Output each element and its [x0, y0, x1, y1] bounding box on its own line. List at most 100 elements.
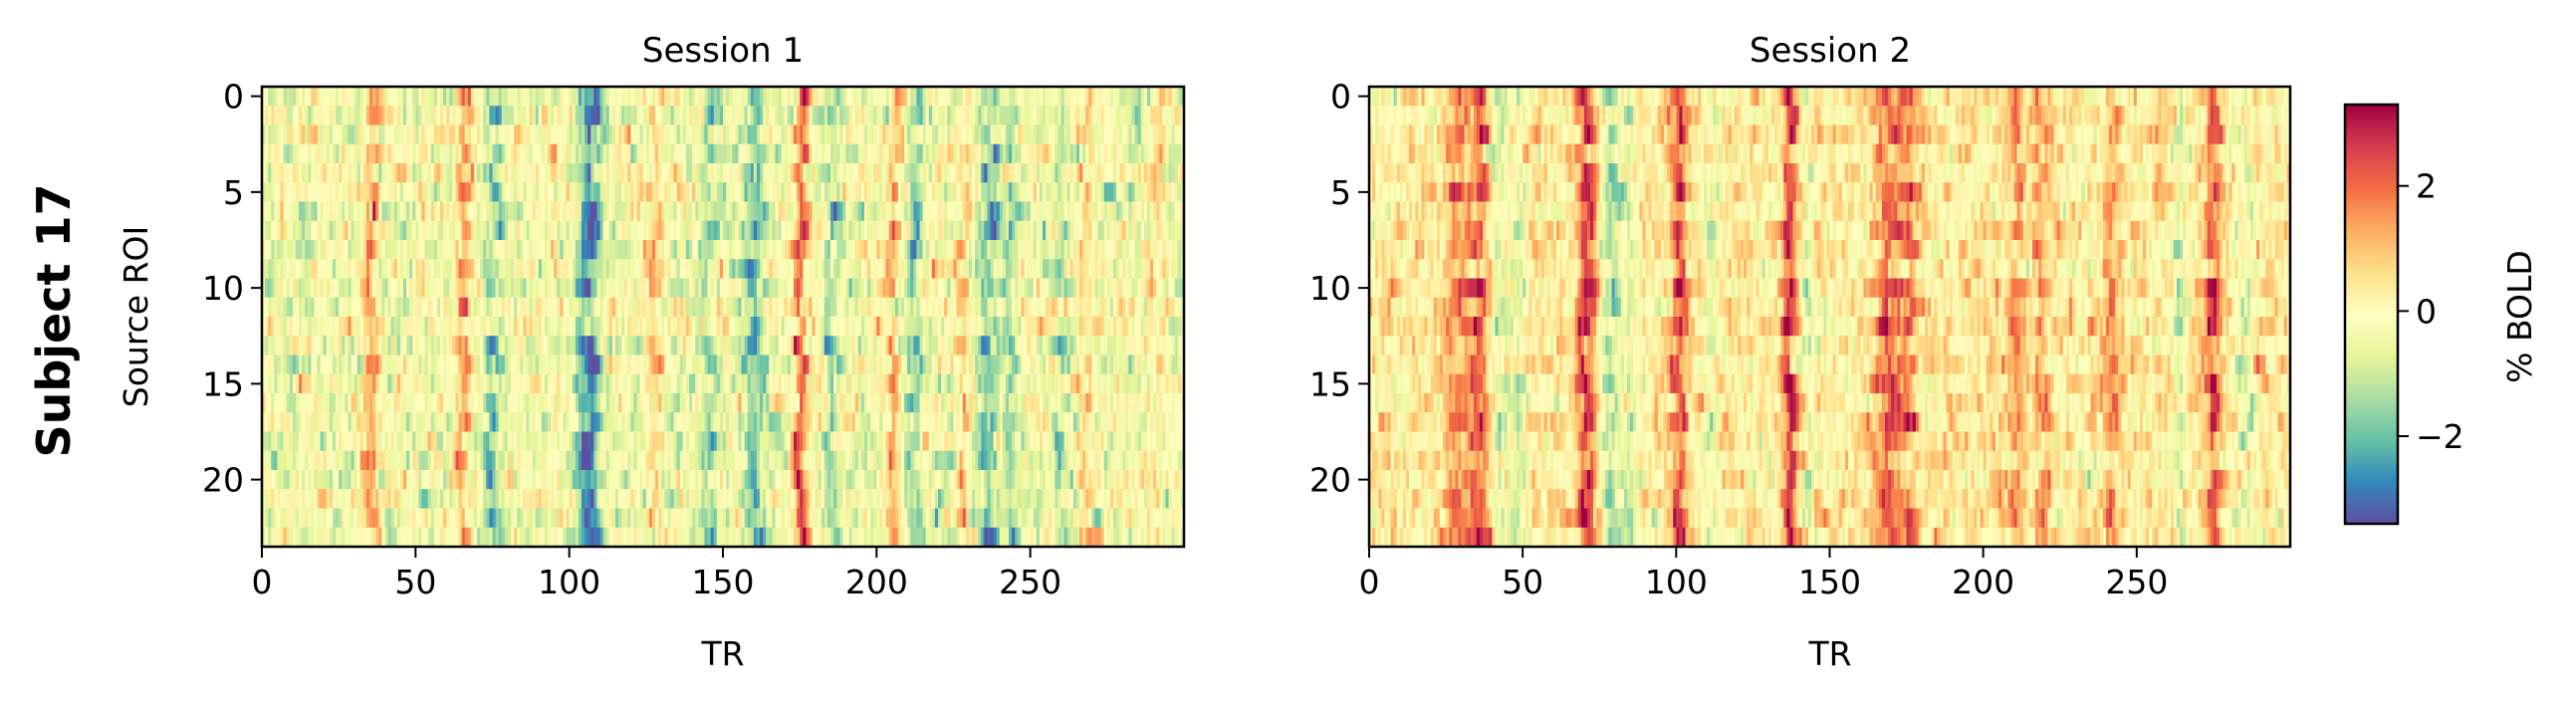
heatmap-cell — [682, 278, 687, 299]
heatmap-cell — [1082, 354, 1086, 375]
heatmap-cell — [1122, 163, 1126, 183]
heatmap-cell — [593, 354, 598, 375]
heatmap-cell — [753, 201, 758, 222]
heatmap-cell — [449, 336, 453, 355]
heatmap-cell — [1109, 143, 1114, 164]
heatmap-cell — [1049, 201, 1053, 222]
heatmap-cell — [455, 220, 460, 241]
heatmap-cell — [535, 163, 540, 183]
heatmap-cell — [593, 220, 598, 241]
heatmap-cell — [996, 259, 1001, 279]
heatmap-cell — [1094, 297, 1099, 318]
heatmap-cell — [548, 297, 552, 318]
heatmap-cell — [289, 373, 294, 394]
heatmap-cell — [578, 201, 583, 222]
heatmap-cell — [1012, 336, 1016, 355]
heatmap-cell — [848, 106, 853, 125]
heatmap-cell — [941, 143, 945, 164]
heatmap-cell — [557, 336, 562, 355]
heatmap-cell — [842, 87, 847, 107]
heatmap-cell — [879, 373, 884, 394]
heatmap-cell — [286, 373, 291, 394]
heatmap-cell — [1153, 373, 1157, 394]
heatmap-cell — [332, 278, 337, 299]
heatmap-cell — [624, 336, 628, 355]
heatmap-cell — [913, 336, 918, 355]
heatmap-cell — [938, 143, 942, 164]
heatmap-cell — [1030, 220, 1035, 241]
heatmap-cell — [532, 278, 537, 299]
heatmap-cell — [618, 317, 622, 337]
heatmap-cell — [1122, 259, 1126, 279]
heatmap-cell — [384, 124, 389, 145]
heatmap-cell — [735, 201, 740, 222]
heatmap-cell — [458, 373, 463, 394]
heatmap-cell — [882, 182, 887, 202]
heatmap-cell — [676, 201, 681, 222]
heatmap-cell — [648, 201, 653, 222]
heatmap-cell — [390, 201, 395, 222]
heatmap-cell — [356, 201, 361, 222]
heatmap-cell — [901, 143, 905, 164]
heatmap-cell — [277, 87, 282, 107]
heatmap-cell — [365, 373, 370, 394]
heatmap-cell — [729, 143, 733, 164]
heatmap-cell — [860, 201, 865, 222]
heatmap-cell — [430, 297, 435, 318]
heatmap-cell — [664, 182, 669, 202]
heatmap-cell — [713, 220, 718, 241]
heatmap-cell — [870, 182, 874, 202]
heatmap-cell — [925, 297, 930, 318]
heatmap-cell — [1143, 317, 1148, 337]
heatmap-cell — [569, 163, 574, 183]
heatmap-cell — [1063, 317, 1068, 337]
heatmap-cell — [867, 354, 871, 375]
heatmap-cell — [655, 124, 659, 145]
heatmap-cell — [851, 124, 856, 145]
heatmap-cell — [645, 393, 650, 413]
heatmap-cell — [271, 297, 275, 318]
heatmap-cell — [336, 297, 340, 318]
heatmap-cell — [1027, 259, 1032, 279]
heatmap-cell — [608, 297, 613, 318]
heatmap-cell — [302, 143, 306, 164]
heatmap-cell — [775, 124, 780, 145]
heatmap-cell — [1100, 106, 1105, 125]
heatmap-cell — [1165, 106, 1170, 125]
heatmap-cell — [1153, 182, 1157, 202]
heatmap-cell — [1091, 163, 1096, 183]
heatmap-cell — [882, 278, 887, 299]
heatmap-cell — [667, 259, 672, 279]
heatmap-cell — [314, 297, 319, 318]
heatmap-cell — [1113, 143, 1117, 164]
heatmap-cell — [372, 354, 376, 375]
heatmap-cell — [461, 393, 466, 413]
heatmap-cell — [941, 278, 945, 299]
heatmap-cell — [735, 87, 740, 107]
heatmap-cell — [1057, 163, 1062, 183]
heatmap-cell — [511, 143, 515, 164]
heatmap-cell — [560, 373, 565, 394]
heatmap-cell — [418, 87, 423, 107]
heatmap-cell — [599, 143, 604, 164]
heatmap-cell — [599, 297, 604, 318]
heatmap-cell — [689, 106, 693, 125]
heatmap-cell — [766, 336, 770, 355]
heatmap-cell — [747, 182, 752, 202]
heatmap-cell — [593, 143, 598, 164]
heatmap-cell — [1162, 354, 1167, 375]
heatmap-cell — [393, 87, 398, 107]
heatmap-cell — [409, 163, 413, 183]
heatmap-cell — [778, 124, 783, 145]
heatmap-cell — [446, 182, 450, 202]
heatmap-cell — [608, 354, 613, 375]
heatmap-cell — [399, 87, 404, 107]
heatmap-cell — [473, 87, 478, 107]
heatmap-cell — [901, 163, 905, 183]
heatmap-cell — [443, 240, 447, 260]
heatmap-cell — [1103, 373, 1108, 394]
heatmap-cell — [710, 201, 715, 222]
heatmap-cell — [1085, 106, 1089, 125]
heatmap-cell — [797, 240, 801, 260]
heatmap-cell — [1046, 240, 1050, 260]
